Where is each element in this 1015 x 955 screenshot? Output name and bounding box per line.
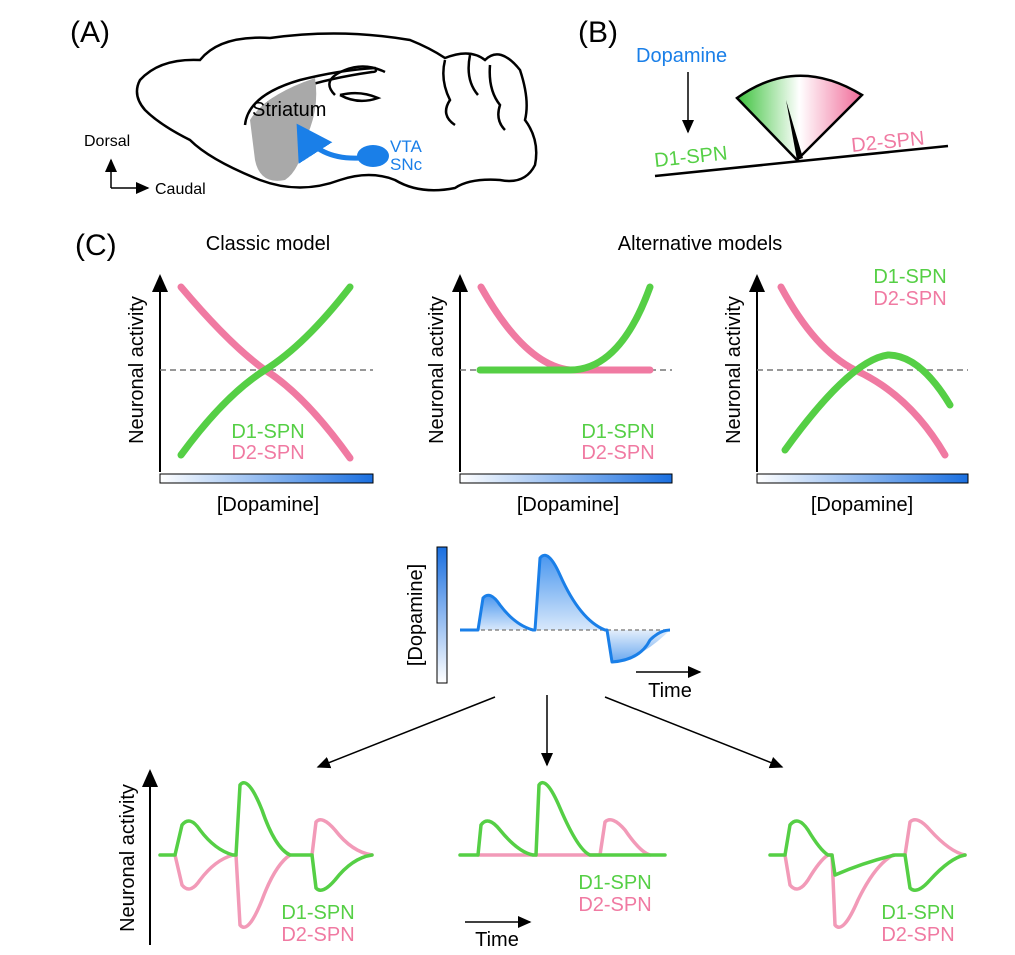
alt-2-response-plot: D1-SPN D2-SPN: [768, 818, 967, 946]
orientation-arrows: [110, 162, 148, 188]
d2-spn-label: D2-SPN: [850, 127, 925, 157]
dopamine-gradient-axis: [459, 473, 673, 484]
d1-legend: D1-SPN: [881, 902, 954, 924]
d1-spn-label: D1-SPN: [653, 142, 728, 172]
dopamine-projection-arrow: [296, 123, 361, 164]
y-axis-label: Neuronal activity: [117, 784, 139, 932]
dopamine-input-label: Dopamine: [636, 45, 727, 67]
panel-c-label: (C): [75, 229, 117, 262]
d1-legend: D1-SPN: [231, 421, 304, 443]
classic-model-plot: Neuronal activity D1-SPN D2-SPN [Dopamin…: [126, 274, 374, 516]
caudal-label: Caudal: [155, 181, 206, 198]
striatum-region: [250, 78, 317, 181]
cerebellum: [442, 54, 506, 131]
dopamine-gradient-axis: [436, 546, 448, 684]
d2-legend: D2-SPN: [873, 288, 946, 310]
time-label: Time: [648, 680, 692, 702]
alt-1-response-plot: D1-SPN D2-SPN Time: [458, 780, 667, 951]
y-axis-label: Neuronal activity: [723, 296, 745, 444]
d1-legend: D1-SPN: [873, 266, 946, 288]
d1-trace: [458, 780, 667, 857]
balance-fan: [735, 74, 865, 162]
vta-label: VTA: [390, 137, 422, 156]
d2-legend: D2-SPN: [281, 924, 354, 946]
d1-legend: D1-SPN: [281, 902, 354, 924]
dopamine-gradient-axis: [756, 473, 969, 484]
d2-legend: D2-SPN: [881, 924, 954, 946]
d2-legend: D2-SPN: [578, 894, 651, 916]
snc-label: SNc: [390, 155, 423, 174]
balance-needle: [786, 100, 803, 160]
classic-model-title: Classic model: [206, 233, 330, 255]
alternative-model-2-plot: Neuronal activity D1-SPN D2-SPN [Dopamin…: [723, 266, 969, 516]
d2-legend: D2-SPN: [231, 442, 304, 464]
d1-curve: [177, 283, 354, 459]
dopamine-gradient-axis: [159, 473, 374, 484]
alternative-models-title: Alternative models: [618, 233, 783, 255]
panel-a: (A) Striatum VTA SNc Dorsal Caudal: [70, 16, 538, 198]
x-axis-label: [Dopamine]: [517, 494, 619, 516]
d1-curve: [476, 283, 654, 374]
time-label: Time: [475, 929, 519, 951]
d1-legend: D1-SPN: [581, 421, 654, 443]
dopamine-dip-fill: [607, 630, 670, 662]
vta-snc-nucleus: [357, 145, 389, 167]
striatum-label: Striatum: [252, 99, 326, 121]
dopamine-trace-plot: [Dopamine] Time: [405, 546, 702, 702]
d1-trace: [158, 781, 374, 892]
d1-curve: [781, 351, 954, 454]
x-axis-label: [Dopamine]: [217, 494, 319, 516]
y-axis-label: Neuronal activity: [126, 296, 148, 444]
panel-b: (B) Dopamine D1-SPN D2-SPN: [578, 16, 949, 178]
d2-legend: D2-SPN: [581, 442, 654, 464]
y-axis-label: [Dopamine]: [405, 564, 427, 666]
panel-a-label: (A): [70, 16, 110, 49]
hippocampus: [328, 65, 386, 103]
d1-legend: D1-SPN: [578, 872, 651, 894]
d2-trace: [476, 818, 652, 857]
panel-b-label: (B): [578, 16, 618, 49]
balance-beam: [654, 144, 949, 178]
dopamine-trace: [460, 553, 671, 664]
arrow-to-alt-2: [604, 696, 784, 769]
arrow-to-classic: [316, 696, 496, 769]
dopamine-rise-fill: [535, 555, 605, 630]
dorsal-label: Dorsal: [84, 133, 130, 150]
d2-curve: [477, 283, 654, 374]
y-axis-label: Neuronal activity: [426, 296, 448, 444]
x-axis-label: [Dopamine]: [811, 494, 913, 516]
d1-trace: [768, 819, 967, 892]
classic-response-plot: Neuronal activity D1-SPN D2-SPN: [117, 769, 374, 946]
alternative-model-1-plot: Neuronal activity D1-SPN D2-SPN [Dopamin…: [426, 274, 673, 516]
brain-outline: [135, 32, 538, 192]
